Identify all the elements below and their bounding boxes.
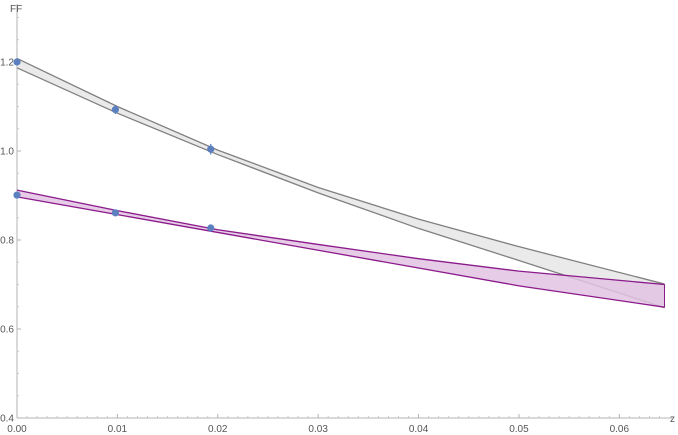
x-tick-label: 0.01 (108, 424, 128, 435)
data-point (207, 145, 215, 153)
band-lower-line-0 (16, 67, 665, 309)
band-fill-0 (17, 58, 665, 308)
points (13, 58, 215, 232)
data-point (111, 209, 119, 217)
x-tick-label: 0.03 (308, 424, 328, 435)
y-tick-label: 0.8 (0, 236, 14, 247)
band-upper-line-0 (16, 57, 665, 285)
band-fill-1 (17, 190, 665, 308)
bands (16, 57, 665, 309)
y-tick-label: 1.2 (0, 58, 14, 69)
data-point (207, 224, 215, 232)
x-tick-label: 0.05 (509, 424, 529, 435)
x-tick-label: 0.06 (610, 424, 630, 435)
data-point (111, 106, 119, 114)
x-tick-label: 0.02 (208, 424, 228, 435)
axes: 0.00 0.01 0.02 0.03 0.04 0.05 0.06 0.4 0.6 0.8 1.0… (0, 4, 672, 435)
y-axis-label: FF (10, 4, 22, 15)
data-point (13, 191, 21, 199)
x-tick-label: 0.04 (409, 424, 429, 435)
data-point (13, 58, 21, 66)
x-tick-label: 0.00 (7, 424, 27, 435)
y-tick-label: 0.4 (0, 414, 14, 425)
x-axis-label: z (670, 414, 675, 425)
y-tick-label: 1.0 (0, 147, 14, 158)
y-tick-label: 0.6 (0, 325, 14, 336)
